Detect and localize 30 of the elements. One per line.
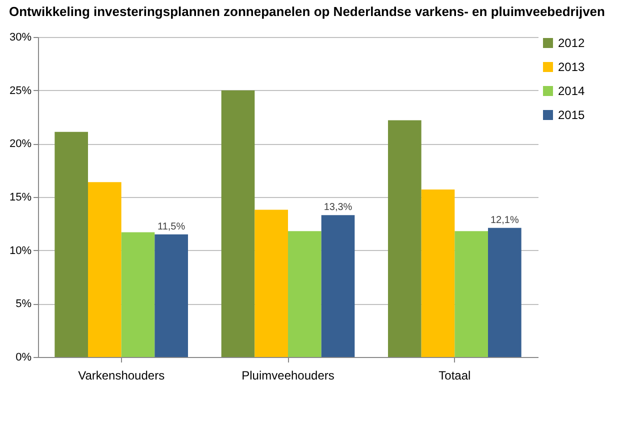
y-tick-label: 30% — [9, 32, 32, 44]
bar — [321, 215, 355, 357]
legend-label: 2012 — [558, 36, 586, 50]
bar — [54, 132, 88, 357]
legend-label: 2013 — [558, 60, 586, 74]
data-label: 12,1% — [490, 214, 519, 226]
bar — [388, 120, 422, 357]
data-label: 11,5% — [158, 221, 186, 232]
bar — [221, 90, 255, 357]
y-tick-label: 15% — [9, 192, 32, 204]
bar — [121, 232, 155, 357]
bar — [88, 182, 122, 357]
bar — [488, 228, 522, 357]
y-tick-label: 5% — [16, 298, 32, 310]
legend-label: 2015 — [558, 108, 586, 122]
chart-title: Ontwikkeling investeringsplannen zonnepanelen op Nederlandse varkens- en pluimveebedrijven — [8, 4, 606, 19]
x-tick-label: Varkenshouders — [78, 368, 165, 382]
bar — [288, 231, 322, 357]
bar — [421, 190, 455, 357]
y-tick-label: 20% — [9, 138, 32, 150]
bar — [454, 231, 488, 357]
x-tick-label: Totaal — [438, 368, 471, 382]
y-tick-label: 10% — [9, 244, 32, 257]
x-tick-label: Pluimveehouders — [242, 368, 334, 382]
data-label: 13,3% — [324, 202, 352, 214]
bar — [254, 210, 288, 357]
legend-label: 2014 — [558, 84, 586, 98]
y-tick-label: 0% — [16, 352, 32, 364]
y-tick-label: 25% — [9, 84, 32, 97]
bar — [154, 234, 188, 357]
